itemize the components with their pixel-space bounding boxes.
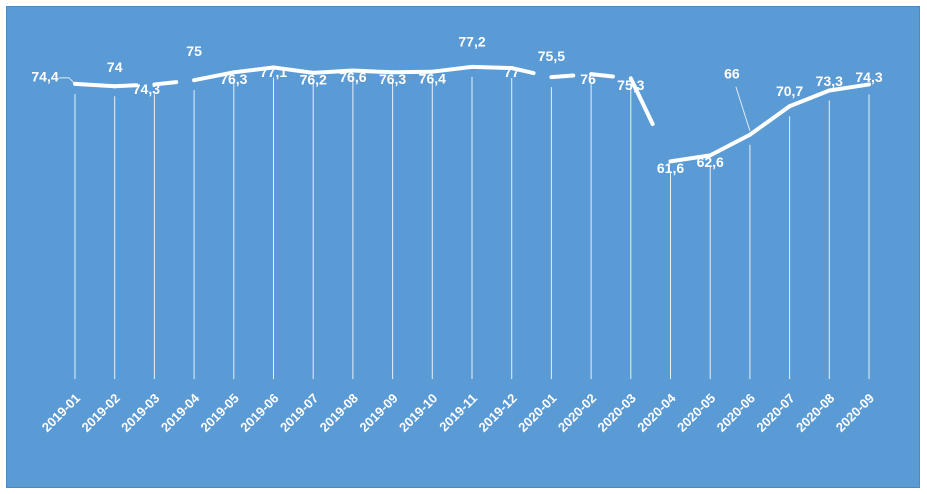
series-segment <box>708 132 752 158</box>
x-tick-label: 2019-12 <box>475 391 519 435</box>
data-label: 76,2 <box>300 72 327 88</box>
series-segment <box>231 65 276 75</box>
series-segment <box>350 68 395 75</box>
series-segment <box>668 153 713 164</box>
series-segment <box>390 69 435 75</box>
x-tick-label: 2020-01 <box>515 391 559 435</box>
data-label: 75,3 <box>617 77 644 93</box>
data-label: 66 <box>724 65 740 81</box>
leader-line <box>735 86 751 131</box>
x-tick-label: 2020-02 <box>555 391 599 435</box>
series-segment <box>589 72 615 79</box>
leader-line <box>59 77 76 85</box>
x-tick-label: 2019-04 <box>158 390 203 435</box>
data-label: 77 <box>504 64 520 80</box>
x-tick-label: 2020-06 <box>714 391 758 435</box>
data-label: 74,3 <box>855 69 882 85</box>
series-segment <box>747 104 792 137</box>
series-segment <box>628 76 655 127</box>
series-segment <box>549 73 576 80</box>
x-tick-label: 2019-11 <box>436 391 480 435</box>
line-chart: 74,4 74 74,3 75 76,3 77,1 76,2 76,6 76,3 76,4 77,2… <box>31 34 882 435</box>
data-label: 77,2 <box>458 34 485 50</box>
x-tick-label: 2019-05 <box>198 391 242 435</box>
x-tick-label: 2020-08 <box>793 391 837 435</box>
x-tick-label: 2019-06 <box>237 391 281 435</box>
series-segment <box>430 64 474 74</box>
x-tick-label: 2020-09 <box>833 391 877 435</box>
x-tick-label: 2019-09 <box>356 391 400 435</box>
data-label: 76,6 <box>339 69 366 85</box>
data-label: 61,6 <box>657 160 684 176</box>
series-segment <box>787 88 832 109</box>
data-label: 75,5 <box>538 48 565 64</box>
data-label: 74 <box>107 59 123 75</box>
data-label: 70,7 <box>776 83 803 99</box>
x-tick-label: 2019-10 <box>396 391 440 435</box>
data-label: 75 <box>186 43 202 59</box>
series-segment <box>112 83 139 89</box>
data-label: 74,4 <box>31 69 58 85</box>
x-tick-label: 2019-01 <box>39 391 83 435</box>
series-segment <box>827 82 871 93</box>
series-segment <box>311 68 355 75</box>
x-tick-label: 2020-04 <box>634 390 679 435</box>
data-label: 76,4 <box>419 70 446 86</box>
data-label: 77,1 <box>260 64 287 80</box>
x-tick-label: 2019-03 <box>118 391 162 435</box>
data-label: 76,3 <box>220 71 247 87</box>
x-tick-label: 2019-08 <box>317 391 361 435</box>
series-segment <box>271 65 316 75</box>
x-tick-label: 2020-03 <box>595 391 639 435</box>
data-label: 76 <box>580 71 596 87</box>
data-label: 74,3 <box>133 81 160 97</box>
series-segment <box>470 64 514 71</box>
chart-area: 74,4 74 74,3 75 76,3 77,1 76,2 76,6 76,3 76,4 77,2… <box>6 6 920 488</box>
x-tick-label: 2020-05 <box>674 391 718 435</box>
x-tick-label: 2020-07 <box>753 391 797 435</box>
x-tick-label: 2019-07 <box>277 391 321 435</box>
series-segment <box>73 81 117 89</box>
data-label: 76,3 <box>379 71 406 87</box>
data-label: 62,6 <box>697 154 724 170</box>
series-segment <box>192 70 236 83</box>
data-label: 73,3 <box>816 73 843 89</box>
series-segment <box>152 80 179 87</box>
x-tick-label: 2019-02 <box>78 391 122 435</box>
series-segment <box>509 66 536 76</box>
